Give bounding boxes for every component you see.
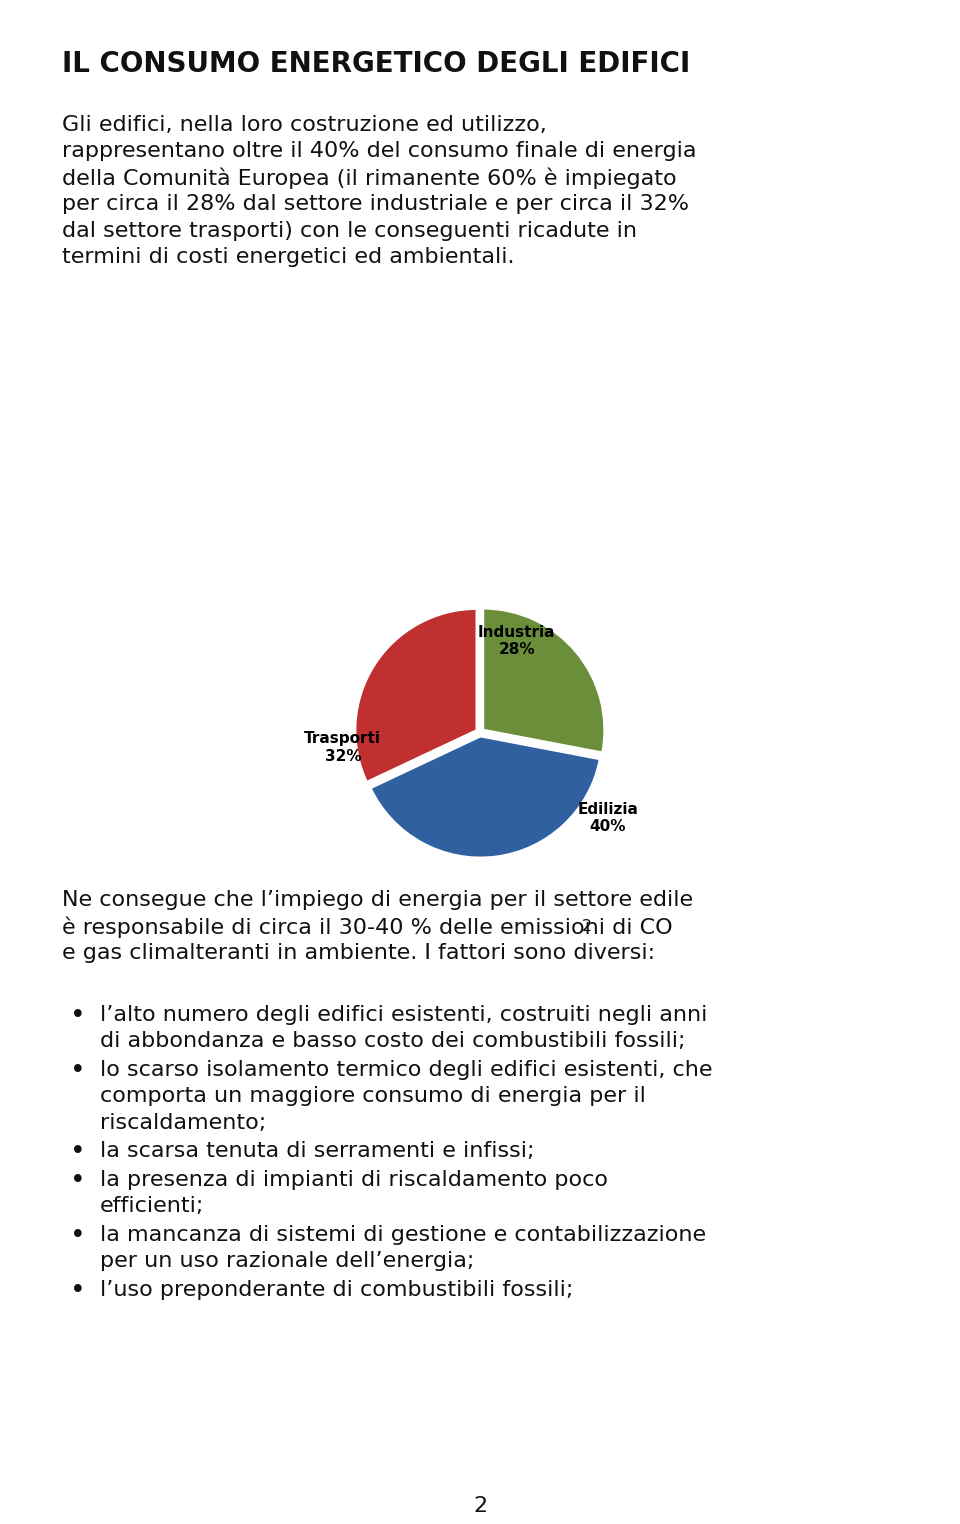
Text: Industria
28%: Industria 28% xyxy=(478,625,555,657)
Text: per circa il 28% dal settore industriale e per circa il 32%: per circa il 28% dal settore industriale… xyxy=(62,194,689,215)
Text: efficienti;: efficienti; xyxy=(100,1196,204,1216)
Text: Edilizia
40%: Edilizia 40% xyxy=(578,802,638,834)
Text: la scarsa tenuta di serramenti e infissi;: la scarsa tenuta di serramenti e infissi… xyxy=(100,1141,535,1161)
Text: l’alto numero degli edifici esistenti, costruiti negli anni: l’alto numero degli edifici esistenti, c… xyxy=(100,1004,708,1026)
Text: dal settore trasporti) con le conseguenti ricadute in: dal settore trasporti) con le conseguent… xyxy=(62,221,637,241)
Text: IL CONSUMO ENERGETICO DEGLI EDIFICI: IL CONSUMO ENERGETICO DEGLI EDIFICI xyxy=(62,50,690,78)
Text: •: • xyxy=(70,1167,85,1193)
Wedge shape xyxy=(483,608,605,753)
Text: Trasporti
32%: Trasporti 32% xyxy=(304,732,381,764)
Text: •: • xyxy=(70,1222,85,1248)
Text: riscaldamento;: riscaldamento; xyxy=(100,1113,266,1132)
Text: la presenza di impianti di riscaldamento poco: la presenza di impianti di riscaldamento… xyxy=(100,1170,608,1190)
Text: 2: 2 xyxy=(582,919,591,934)
Text: della Comunità Europea (il rimanente 60% è impiegato: della Comunità Europea (il rimanente 60%… xyxy=(62,168,677,189)
Text: 2: 2 xyxy=(473,1497,487,1516)
Text: rappresentano oltre il 40% del consumo finale di energia: rappresentano oltre il 40% del consumo f… xyxy=(62,142,697,162)
Text: è responsabile di circa il 30-40 % delle emissioni di CO: è responsabile di circa il 30-40 % delle… xyxy=(62,916,673,937)
Text: termini di costi energetici ed ambientali.: termini di costi energetici ed ambiental… xyxy=(62,247,515,267)
Text: comporta un maggiore consumo di energia per il: comporta un maggiore consumo di energia … xyxy=(100,1087,646,1106)
Text: lo scarso isolamento termico degli edifici esistenti, che: lo scarso isolamento termico degli edifi… xyxy=(100,1059,712,1081)
Text: •: • xyxy=(70,1058,85,1084)
Text: per un uso razionale dell’energia;: per un uso razionale dell’energia; xyxy=(100,1251,474,1271)
Text: Ne consegue che l’impiego di energia per il settore edile: Ne consegue che l’impiego di energia per… xyxy=(62,890,693,910)
Text: Gli edifici, nella loro costruzione ed utilizzo,: Gli edifici, nella loro costruzione ed u… xyxy=(62,114,547,136)
Text: •: • xyxy=(70,1277,85,1303)
Text: e gas climalteranti in ambiente. I fattori sono diversi:: e gas climalteranti in ambiente. I fatto… xyxy=(62,943,655,963)
Wedge shape xyxy=(371,736,600,858)
Text: •: • xyxy=(70,1140,85,1166)
Text: di abbondanza e basso costo dei combustibili fossili;: di abbondanza e basso costo dei combusti… xyxy=(100,1032,685,1052)
Text: la mancanza di sistemi di gestione e contabilizzazione: la mancanza di sistemi di gestione e con… xyxy=(100,1225,707,1245)
Text: l’uso preponderante di combustibili fossili;: l’uso preponderante di combustibili foss… xyxy=(100,1280,573,1300)
Wedge shape xyxy=(355,608,477,782)
Text: •: • xyxy=(70,1003,85,1029)
